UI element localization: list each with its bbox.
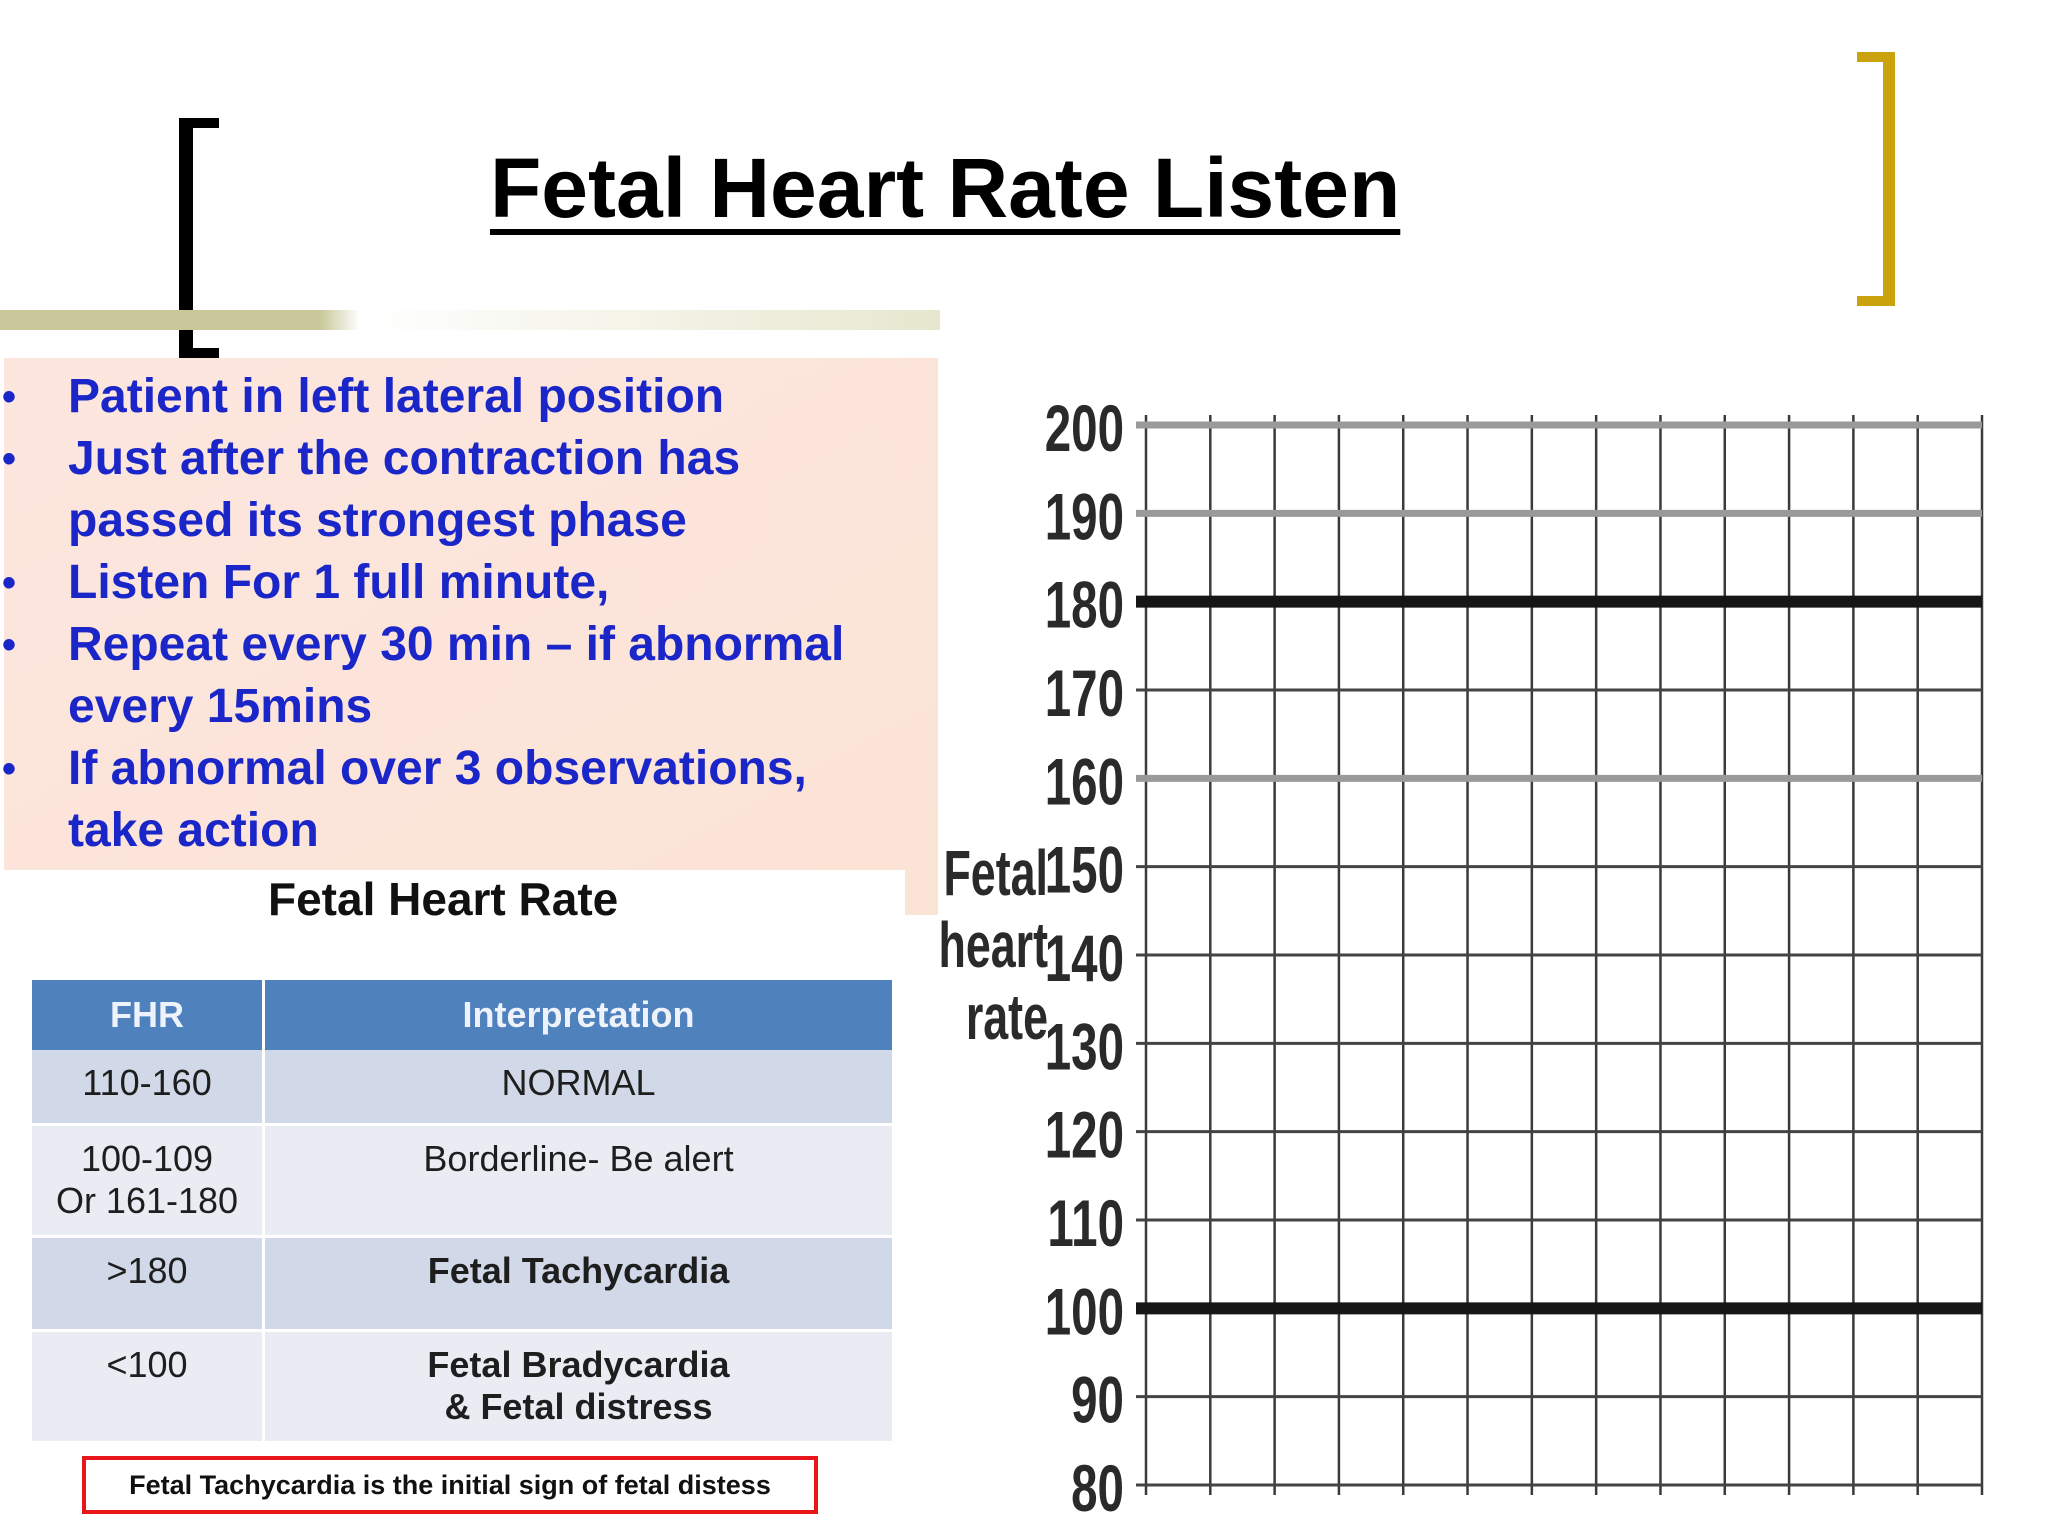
y-tick-label: 110 [1047,1187,1124,1260]
bullet-text-line: Patient in left lateral position [68,370,725,423]
bullet-item: • Just after the contraction has passed it… [2,428,938,552]
slide-title: Fetal Heart Rate Listen [490,141,1401,235]
table-title: Fetal Heart Rate [268,873,619,925]
table-row: <100 Fetal Bradycardia & Fetal distress [32,1330,892,1444]
fhr-grid-chart: 200 190 180 170 160 150 140 130 120 110 100 90 80 Fet… [940,392,1984,1526]
header-interpretation: Interpretation [263,980,892,1050]
fhr-value: <100 [106,1343,188,1385]
bullet-dot-icon: • [2,747,17,791]
table-row: 100-109 Or 161-180 Borderline- Be alert [32,1124,892,1238]
y-axis-label: Fetal [943,837,1048,909]
y-tick-label: 190 [1045,481,1124,554]
header-fhr: FHR [32,980,265,1050]
fhr-cell: 100-109 Or 161-180 [32,1124,265,1238]
bullet-box: • Patient in left lateral position • Just a… [2,358,938,870]
left-bracket-decoration [179,118,219,358]
table-body: 110-160 NORMAL 100-109 Or 161-180 Borderline… [32,1050,892,1444]
y-tick-label: 120 [1045,1099,1124,1172]
interpretation-cell: Borderline- Be alert [263,1124,892,1238]
y-tick-label: 100 [1045,1276,1124,1349]
fhr-table: FHR Interpretation 110-160 NORMAL 100-109 O… [32,980,892,1444]
interpretation-cell: Fetal Bradycardia & Fetal distress [263,1330,892,1444]
y-tick-label: 200 [1045,392,1124,465]
y-tick-label: 170 [1045,657,1124,730]
y-tick-label: 160 [1045,746,1124,819]
interpretation-value: Borderline- Be alert [423,1137,734,1179]
fhr-cell: 110-160 [32,1050,265,1126]
y-axis-label: rate [966,981,1048,1053]
fhr-cell: >180 [32,1236,265,1332]
interpretation-cell: NORMAL [263,1050,892,1126]
y-tick-label: 140 [1045,922,1124,995]
bullet-text-line: Just after the contraction has [68,432,741,485]
table-header-row: FHR Interpretation [32,980,892,1050]
bullet-item: • Patient in left lateral position [2,366,938,428]
bullet-text-line: take action [68,804,319,857]
bullet-text-line: Repeat every 30 min – if abnormal [68,618,845,671]
bullet-item: • If abnormal over 3 observations, take ac… [2,738,938,862]
interpretation-value: Fetal Tachycardia [427,1249,730,1291]
bullet-dot-icon: • [2,437,17,481]
y-tick-label: 180 [1045,569,1124,642]
bullet-item: • Listen For 1 full minute, [2,552,938,614]
y-tick-label: 130 [1045,1011,1124,1084]
table-row: >180 Fetal Tachycardia [32,1236,892,1332]
bullet-text-line: Listen For 1 full minute, [68,556,610,609]
interpretation-value: NORMAL [501,1062,656,1103]
interpretation-cell: Fetal Tachycardia [263,1236,892,1332]
right-bracket-decoration [1857,52,1895,306]
bullet-text-line: every 15mins [68,680,373,733]
bullet-text-line: passed its strongest phase [68,494,687,547]
bullet-dot-icon: • [2,375,17,419]
fhr-value: >180 [106,1249,188,1291]
y-axis-label: heart [940,909,1048,981]
fhr-value: Or 161-180 [55,1179,239,1221]
fhr-value: 110-160 [82,1062,212,1103]
bullet-dot-icon: • [2,623,17,667]
interpretation-value: Fetal Bradycardia [427,1343,730,1385]
decorative-bar [0,310,940,330]
bullet-box-tail [905,870,938,915]
table-row: 110-160 NORMAL [32,1050,892,1126]
bullet-item: • Repeat every 30 min – if abnormal every … [2,614,938,738]
bullet-text-line: If abnormal over 3 observations, [68,742,807,795]
fhr-cell: <100 [32,1330,265,1444]
interpretation-value: & Fetal distress [444,1385,713,1427]
y-tick-label: 90 [1071,1364,1124,1437]
fhr-value: 100-109 [80,1137,214,1179]
bullet-dot-icon: • [2,561,17,605]
y-tick-label: 80 [1071,1452,1124,1525]
y-tick-label: 150 [1045,834,1124,907]
bullet-list: • Patient in left lateral position • Just a… [2,358,938,862]
note-box: Fetal Tachycardia is the initial sign of… [82,1456,818,1514]
